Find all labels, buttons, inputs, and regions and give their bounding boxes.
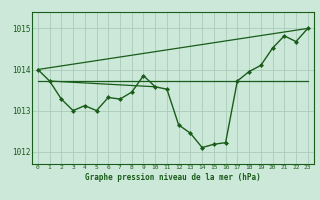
X-axis label: Graphe pression niveau de la mer (hPa): Graphe pression niveau de la mer (hPa) [85, 173, 261, 182]
